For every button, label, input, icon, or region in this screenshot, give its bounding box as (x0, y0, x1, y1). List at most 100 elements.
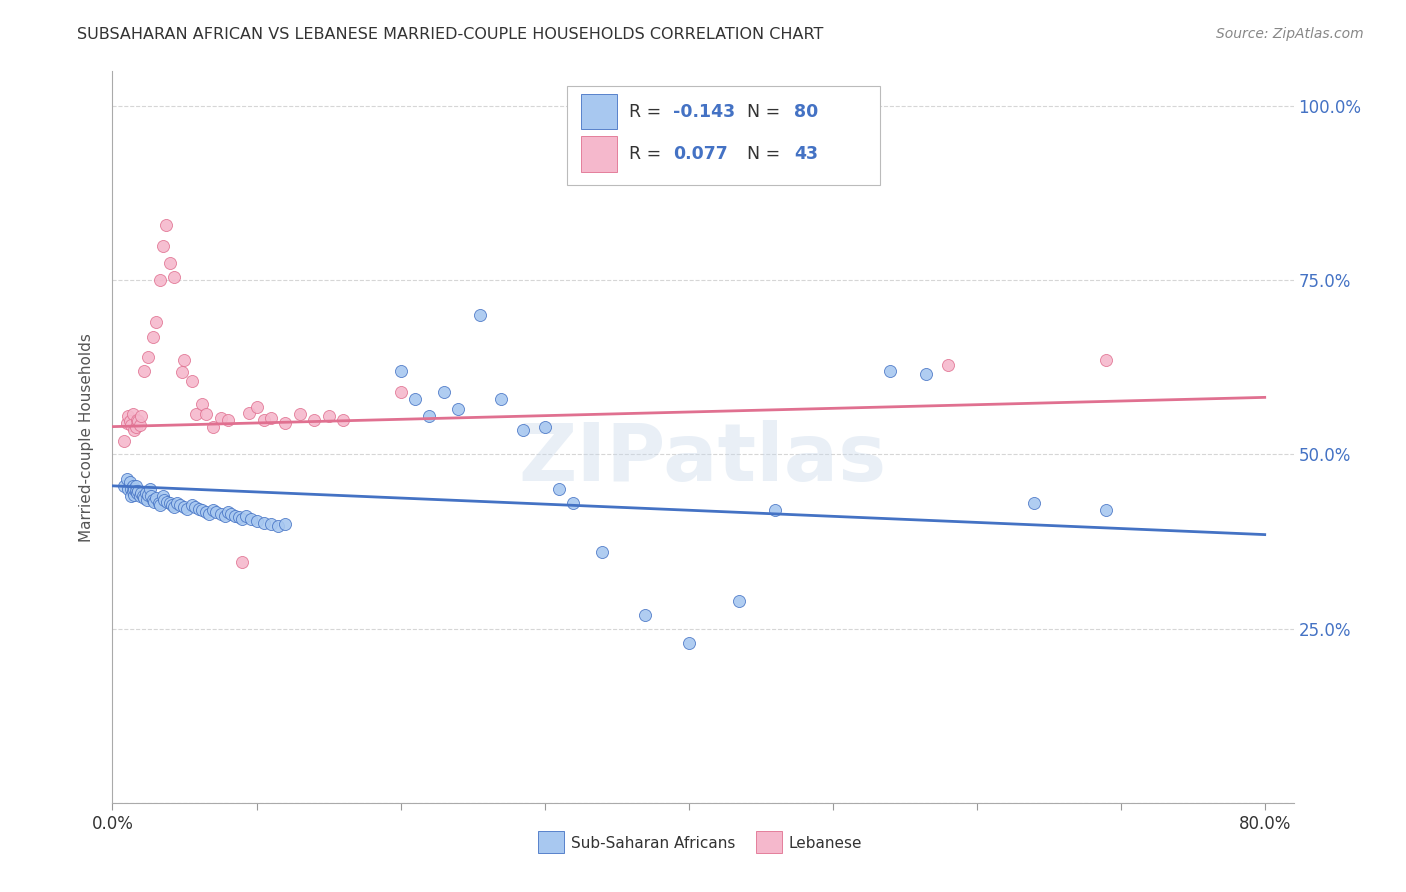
Point (127, 414, 149, 428)
Point (195, 407, 218, 421)
Point (180, 375, 202, 389)
Point (1024, 496, 1046, 510)
Point (121, 479, 143, 493)
Point (115, 472, 138, 486)
FancyBboxPatch shape (581, 136, 617, 171)
Point (228, 510, 250, 524)
Text: N =: N = (747, 103, 786, 120)
Text: N =: N = (747, 145, 786, 163)
Point (156, 495, 179, 509)
Point (936, 359, 959, 373)
Point (134, 364, 156, 378)
Text: R =: R = (628, 103, 666, 120)
Point (418, 409, 440, 424)
Point (214, 508, 236, 523)
Point (260, 517, 283, 532)
Point (274, 517, 297, 532)
Point (163, 269, 186, 284)
Point (180, 498, 202, 512)
Point (160, 498, 183, 512)
Point (128, 489, 150, 503)
Point (129, 409, 152, 424)
Point (138, 350, 160, 364)
Point (129, 485, 152, 500)
Point (125, 485, 148, 500)
Point (118, 414, 141, 428)
Text: ZIPatlas: ZIPatlas (519, 420, 887, 498)
Point (124, 479, 146, 493)
FancyBboxPatch shape (537, 830, 564, 853)
Point (134, 491, 156, 505)
Point (548, 483, 571, 497)
Point (117, 483, 139, 497)
Point (274, 416, 297, 430)
Point (205, 505, 228, 519)
Point (132, 489, 155, 503)
Point (219, 507, 242, 521)
Point (122, 423, 145, 437)
Point (173, 353, 195, 368)
Point (166, 496, 188, 510)
Point (224, 508, 246, 523)
Point (128, 418, 150, 433)
Point (145, 491, 167, 505)
Point (468, 308, 491, 322)
Point (728, 594, 751, 608)
Point (202, 503, 225, 517)
Point (138, 488, 160, 502)
Point (170, 365, 193, 379)
Point (231, 556, 253, 570)
Point (159, 496, 181, 510)
Point (267, 518, 290, 533)
Point (389, 364, 412, 378)
Text: R =: R = (628, 145, 666, 163)
Point (447, 402, 470, 417)
Point (562, 496, 585, 510)
Point (124, 419, 146, 434)
Point (217, 505, 239, 519)
Point (122, 483, 145, 497)
Point (198, 507, 221, 521)
Point (187, 501, 209, 516)
FancyBboxPatch shape (756, 830, 782, 853)
Point (127, 483, 149, 498)
Point (191, 397, 214, 411)
Point (879, 364, 901, 378)
Point (195, 505, 218, 519)
Point (115, 416, 138, 430)
Point (155, 218, 177, 232)
Point (512, 423, 534, 437)
Point (117, 409, 139, 424)
Point (122, 488, 145, 502)
Point (253, 516, 276, 530)
Point (152, 238, 174, 252)
Point (142, 492, 165, 507)
Point (120, 483, 142, 497)
Point (136, 492, 159, 507)
Text: Lebanese: Lebanese (787, 836, 862, 851)
Point (169, 498, 191, 512)
Point (142, 330, 165, 344)
Text: -0.143: -0.143 (673, 103, 735, 120)
Point (332, 412, 354, 426)
Point (634, 607, 657, 622)
Point (260, 411, 283, 425)
Point (763, 503, 786, 517)
Point (1095, 353, 1118, 368)
Point (591, 545, 613, 559)
Point (288, 407, 311, 421)
Point (118, 475, 141, 490)
Text: SUBSAHARAN AFRICAN VS LEBANESE MARRIED-COUPLE HOUSEHOLDS CORRELATION CHART: SUBSAHARAN AFRICAN VS LEBANESE MARRIED-C… (77, 27, 824, 42)
Point (149, 498, 172, 512)
Point (159, 256, 181, 270)
Point (145, 315, 167, 329)
Point (149, 273, 172, 287)
Point (389, 384, 412, 399)
Point (245, 400, 267, 414)
Text: Source: ZipAtlas.com: Source: ZipAtlas.com (1216, 27, 1364, 41)
Point (183, 500, 205, 514)
Point (120, 489, 142, 503)
Point (135, 485, 157, 500)
Point (176, 501, 198, 516)
Point (120, 418, 142, 433)
